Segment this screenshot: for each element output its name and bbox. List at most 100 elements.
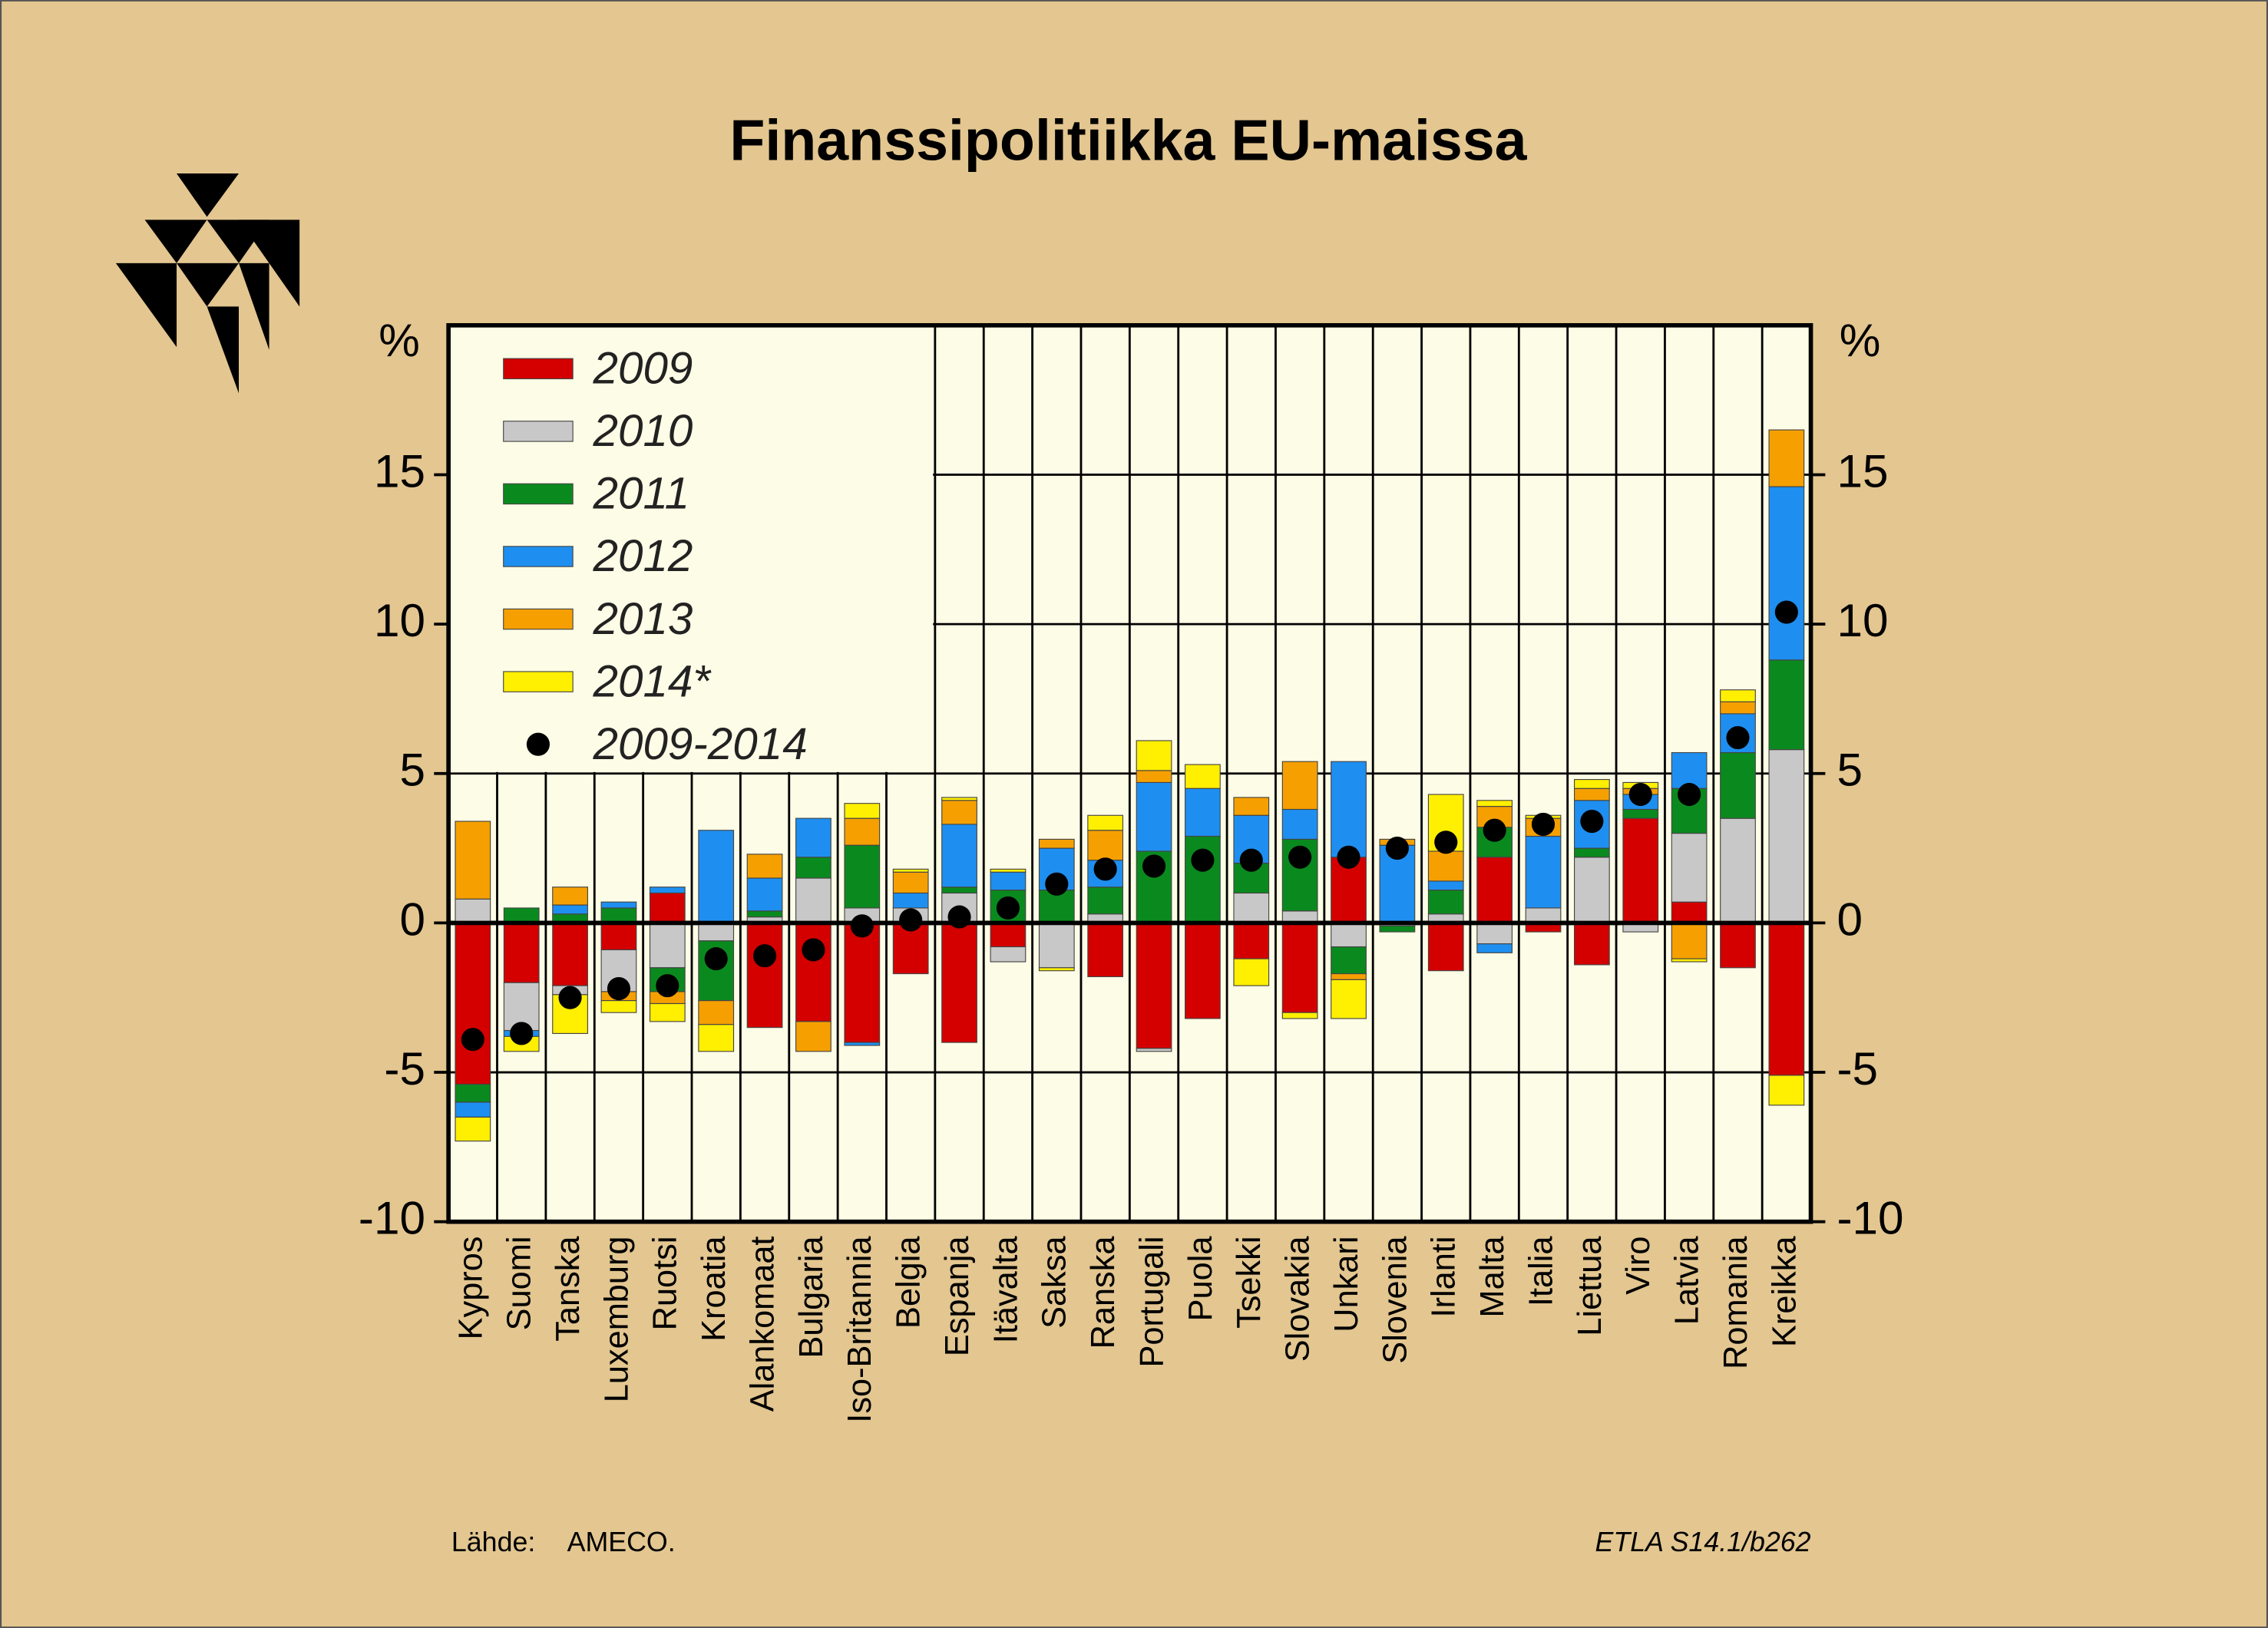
bar-segment [1087, 830, 1124, 861]
total-dot [1774, 600, 1798, 624]
total-dot [1531, 812, 1556, 837]
legend-label: 2009-2014 [593, 719, 808, 769]
bar-segment [649, 892, 686, 923]
total-dot [1628, 782, 1652, 807]
legend-label: 2010 [593, 406, 693, 456]
bar-segment [1087, 922, 1124, 978]
bar-segment [698, 830, 735, 923]
bar-segment [600, 922, 637, 951]
total-dot [1239, 848, 1263, 872]
bar-segment [1476, 800, 1513, 807]
bar-segment [746, 854, 783, 879]
bar-segment [649, 1002, 686, 1022]
x-tick-label: Latvia [1669, 1236, 1706, 1325]
bar-segment [1136, 1048, 1172, 1052]
y2-tick-label: 5 [1837, 744, 1863, 796]
legend-label: 2009 [593, 344, 693, 394]
bar-segment [600, 907, 637, 923]
bar-segment [746, 877, 783, 912]
bar-segment [1379, 925, 1416, 933]
x-tick-label: Kypros [452, 1237, 489, 1340]
bar-segment [1427, 922, 1464, 972]
bar-segment [941, 800, 977, 825]
legend-swatch [503, 483, 574, 505]
bar-segment [698, 1000, 735, 1025]
legend-label: 2012 [593, 531, 693, 581]
bar-segment [1427, 850, 1464, 882]
bar-segment [990, 922, 1027, 948]
x-tick-label: Slovakia [1280, 1236, 1317, 1362]
bar-segment [1185, 922, 1221, 1019]
bar-segment [1671, 922, 1708, 959]
x-tick-label: Liettua [1572, 1236, 1608, 1336]
bar-segment [600, 901, 637, 909]
bar-segment [844, 1042, 881, 1046]
x-tick-label: Suomi [501, 1237, 538, 1331]
bar-segment [552, 887, 588, 906]
legend-swatch [503, 358, 574, 380]
chart-title: Finanssipolitiikka EU-maissa [729, 107, 1527, 172]
bar-segment [795, 922, 831, 1022]
bar-segment [1622, 817, 1659, 923]
bar-segment [1136, 770, 1172, 784]
bar-segment [746, 922, 783, 1029]
bar-segment [892, 871, 929, 894]
x-tick-label: Slovenia [1377, 1236, 1413, 1364]
bar-segment [1136, 922, 1172, 1049]
bar-segment [1476, 943, 1513, 953]
x-tick-label: Bulgaria [793, 1236, 830, 1359]
bar-segment [455, 922, 491, 1085]
bar-segment [1768, 922, 1805, 1076]
bar-segment [941, 797, 977, 801]
bar-segment [795, 877, 831, 923]
legend-dot [526, 732, 550, 756]
legend-swatch [503, 671, 574, 692]
total-dot [1434, 831, 1458, 854]
bar-segment [941, 887, 977, 894]
total-dot [1142, 854, 1166, 878]
legend-label: 2013 [593, 594, 693, 644]
bar-segment [1671, 901, 1708, 923]
bar-segment [1087, 887, 1124, 915]
bar-segment [1331, 946, 1367, 975]
x-tick-label: Kroatia [696, 1236, 732, 1342]
x-tick-label: Ranska [1085, 1236, 1122, 1349]
bar-segment [1768, 659, 1805, 751]
bar-segment [1720, 751, 1756, 819]
bar-segment [1476, 857, 1513, 923]
x-tick-label: Puola [1182, 1236, 1219, 1322]
bar-segment [455, 1101, 491, 1118]
x-tick-label: Alankomaat [744, 1237, 781, 1412]
bar-segment [1574, 922, 1610, 966]
y-tick-label: -10 [359, 1192, 425, 1244]
bar-segment [698, 922, 735, 942]
total-dot [1093, 857, 1117, 881]
total-dot [1191, 848, 1215, 872]
x-tick-label: Tsekki [1231, 1237, 1268, 1329]
bar-segment [455, 821, 491, 900]
legend-swatch [503, 608, 574, 630]
bar-segment [1185, 764, 1221, 789]
x-tick-label: Viro [1620, 1237, 1657, 1295]
legend-label: 2014* [593, 656, 712, 706]
y2-tick-label: 15 [1837, 444, 1888, 497]
bar-segment [1185, 788, 1221, 837]
total-dot [752, 944, 777, 968]
total-dot [996, 896, 1020, 920]
bar-segment [649, 922, 686, 969]
bar-segment [1574, 788, 1610, 801]
legend-swatch [503, 546, 574, 567]
legend-swatch [503, 421, 574, 442]
bar-segment [503, 922, 540, 983]
y-tick-label: 0 [399, 893, 425, 945]
bar-segment [1671, 833, 1708, 903]
x-tick-label: Kreikka [1766, 1236, 1803, 1347]
bar-segment [552, 922, 588, 986]
bar-segment [1233, 958, 1270, 986]
total-dot [607, 976, 631, 1001]
bar-segment [1233, 797, 1270, 816]
bar-segment [455, 1116, 491, 1142]
bar-segment [941, 922, 977, 1043]
total-dot [1678, 782, 1701, 807]
x-tick-label: Luxemburg [598, 1237, 635, 1403]
